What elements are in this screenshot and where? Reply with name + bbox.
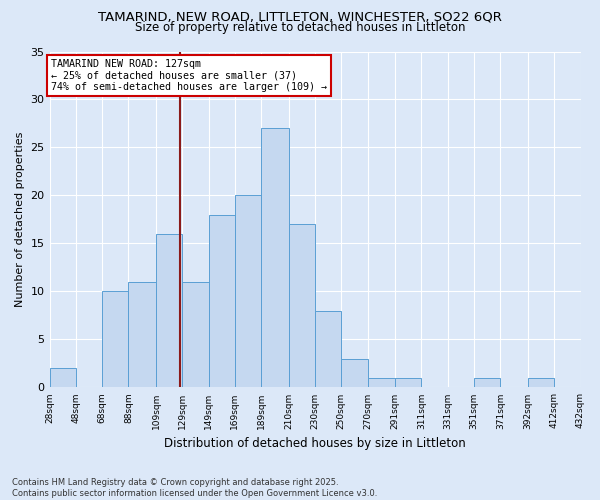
Bar: [474, 378, 500, 388]
Bar: [156, 234, 182, 388]
Bar: [50, 368, 76, 388]
Y-axis label: Number of detached properties: Number of detached properties: [15, 132, 25, 307]
Bar: [209, 214, 235, 388]
Bar: [395, 378, 421, 388]
Bar: [128, 282, 156, 388]
Bar: [315, 310, 341, 388]
Bar: [341, 358, 368, 388]
Bar: [528, 378, 554, 388]
Text: Contains HM Land Registry data © Crown copyright and database right 2025.
Contai: Contains HM Land Registry data © Crown c…: [12, 478, 377, 498]
Text: TAMARIND NEW ROAD: 127sqm
← 25% of detached houses are smaller (37)
74% of semi-: TAMARIND NEW ROAD: 127sqm ← 25% of detac…: [51, 59, 327, 92]
Bar: [261, 128, 289, 388]
Bar: [102, 292, 128, 388]
X-axis label: Distribution of detached houses by size in Littleton: Distribution of detached houses by size …: [164, 437, 466, 450]
Bar: [182, 282, 209, 388]
Bar: [368, 378, 395, 388]
Text: TAMARIND, NEW ROAD, LITTLETON, WINCHESTER, SO22 6QR: TAMARIND, NEW ROAD, LITTLETON, WINCHESTE…: [98, 11, 502, 24]
Bar: [289, 224, 315, 388]
Text: Size of property relative to detached houses in Littleton: Size of property relative to detached ho…: [135, 22, 465, 35]
Bar: [235, 196, 261, 388]
Bar: [581, 378, 600, 388]
